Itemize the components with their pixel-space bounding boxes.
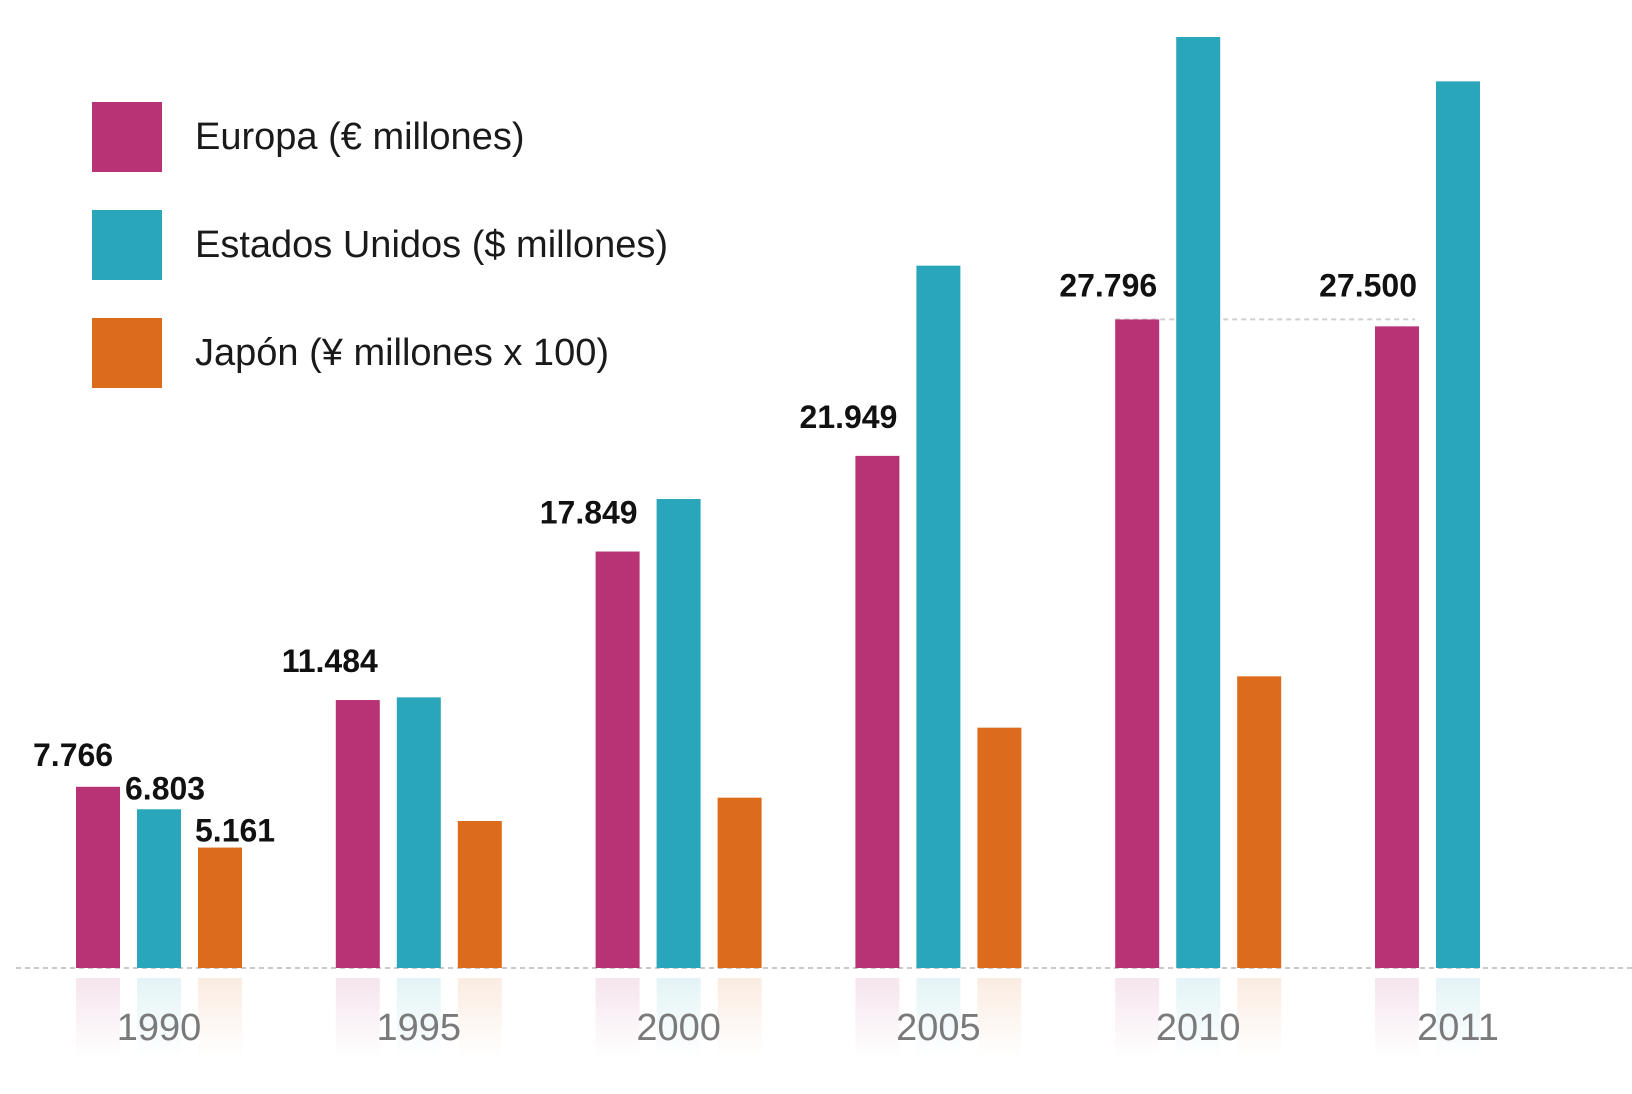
bar-reflection-2000-japon-millones-x-100 bbox=[717, 978, 762, 1058]
bar-reflection-1995-estados-unidos-millones bbox=[396, 978, 441, 1058]
legend-label-estados-unidos-millones: Estados Unidos ($ millones) bbox=[195, 224, 668, 266]
legend-label-japon-millones-x-100: Japón (¥ millones x 100) bbox=[195, 332, 609, 374]
bar-2011-europa-millones bbox=[1375, 326, 1419, 968]
bar-reflection-1990-estados-unidos-millones bbox=[137, 978, 181, 1058]
bar-reflection-2005-europa-millones bbox=[855, 978, 900, 1058]
x-tick-label-2011: 2011 bbox=[1417, 1007, 1499, 1049]
bar-1995-europa-millones bbox=[335, 700, 380, 968]
x-tick-label-2000: 2000 bbox=[636, 1007, 721, 1049]
value-labels: 7.766 6.803 5.161 11.484 17.849 21.949 27.796 2… bbox=[33, 267, 1417, 848]
bar-reflection-2000-europa-millones bbox=[595, 978, 640, 1058]
x-tick-label-1995: 1995 bbox=[377, 1007, 462, 1049]
bar-reflection-2011-estados-unidos-millones bbox=[1436, 978, 1480, 1058]
bar-reflection-2005-estados-unidos-millones bbox=[916, 978, 961, 1058]
bar-2000-estados-unidos-millones bbox=[656, 499, 701, 968]
x-tick-label-2010: 2010 bbox=[1156, 1007, 1241, 1049]
legend-label-europa-millones: Europa (€ millones) bbox=[195, 116, 524, 158]
data-label-2011-europa-millones: 27.500 bbox=[1319, 267, 1417, 303]
data-label-1995-europa-millones: 11.484 bbox=[282, 643, 378, 679]
data-label-2010-europa-millones: 27.796 bbox=[1059, 267, 1157, 303]
bar-reflections bbox=[76, 978, 1480, 1058]
data-label-1990-europa-millones: 7.766 bbox=[33, 737, 113, 773]
bar-reflection-1990-europa-millones bbox=[76, 978, 120, 1058]
bar-2000-europa-millones bbox=[595, 551, 640, 968]
bar-2011-estados-unidos-millones bbox=[1436, 81, 1480, 969]
data-label-2005-europa-millones: 21.949 bbox=[800, 399, 898, 435]
bar-2005-europa-millones bbox=[855, 455, 900, 968]
legend: Europa (€ millones) Estados Unidos ($ mil… bbox=[92, 102, 668, 388]
bar-1990-europa-millones bbox=[76, 786, 120, 968]
legend-swatch-japon-millones-x-100 bbox=[92, 318, 162, 388]
bar-reflection-2011-europa-millones bbox=[1375, 978, 1419, 1058]
bar-1990-japon-millones-x-100 bbox=[198, 847, 242, 968]
bar-reflection-2010-europa-millones bbox=[1115, 978, 1160, 1058]
bar-2005-estados-unidos-millones bbox=[916, 265, 961, 969]
bar-2010-japon-millones-x-100 bbox=[1237, 676, 1282, 968]
bar-reflection-1990-japon-millones-x-100 bbox=[198, 978, 242, 1058]
bar-2010-europa-millones bbox=[1115, 319, 1160, 969]
data-label-1990-japon-millones-x-100: 5.161 bbox=[195, 813, 275, 849]
bar-2005-japon-millones-x-100 bbox=[977, 727, 1022, 968]
bar-reflection-2010-japon-millones-x-100 bbox=[1237, 978, 1282, 1058]
data-label-1990-estados-unidos-millones: 6.803 bbox=[125, 770, 205, 806]
x-tick-label-1990: 1990 bbox=[117, 1007, 202, 1049]
bar-reflection-2000-estados-unidos-millones bbox=[656, 978, 701, 1058]
legend-swatch-estados-unidos-millones bbox=[92, 210, 162, 280]
bar-1995-japon-millones-x-100 bbox=[457, 821, 502, 968]
bar-1995-estados-unidos-millones bbox=[396, 697, 441, 968]
bars bbox=[76, 37, 1480, 969]
bar-2000-japon-millones-x-100 bbox=[717, 797, 762, 968]
bar-reflection-1995-europa-millones bbox=[335, 978, 380, 1058]
data-label-2000-europa-millones: 17.849 bbox=[540, 495, 638, 531]
legend-swatch-europa-millones bbox=[92, 102, 162, 172]
x-axis-ticks: 1990 1995 2000 2005 2010 2011 bbox=[117, 1007, 1499, 1049]
bar-1990-estados-unidos-millones bbox=[137, 809, 181, 968]
bar-reflection-2010-estados-unidos-millones bbox=[1176, 978, 1221, 1058]
x-tick-label-2005: 2005 bbox=[896, 1007, 981, 1049]
bar-2010-estados-unidos-millones bbox=[1176, 37, 1221, 968]
bar-reflection-1995-japon-millones-x-100 bbox=[457, 978, 502, 1058]
bar-reflection-2005-japon-millones-x-100 bbox=[977, 978, 1022, 1058]
